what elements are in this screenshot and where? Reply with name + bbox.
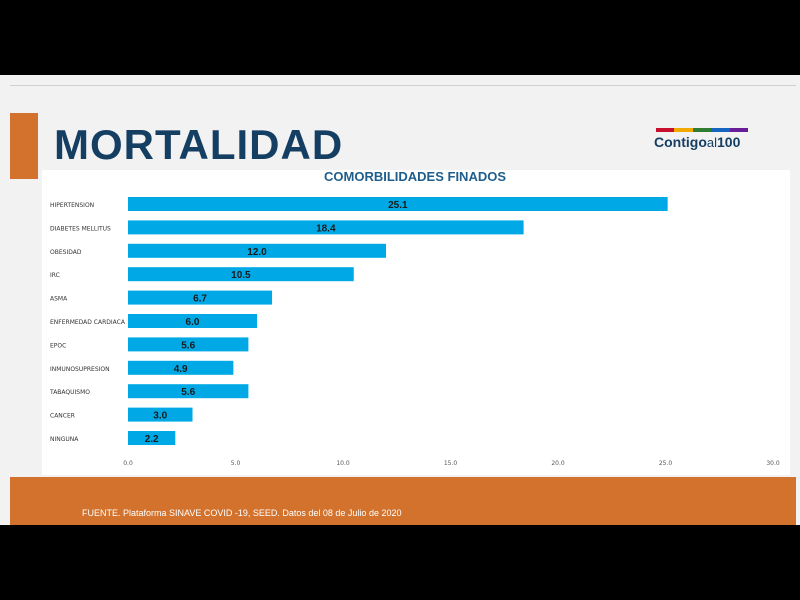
bar-value-label: 6.0: [186, 317, 200, 328]
slide: MORTALIDAD Contigoal100 COMORBILIDADES F…: [0, 75, 800, 525]
bar-value-label: 10.5: [231, 270, 251, 281]
category-label: EPOC: [50, 342, 66, 349]
bar: [128, 314, 257, 328]
bar: [128, 197, 668, 211]
logo-bar-5: [729, 128, 749, 132]
x-tick-label: 20.0: [551, 460, 565, 467]
category-label: NINGUNA: [50, 436, 79, 443]
logo-bar-1: [656, 128, 675, 132]
category-label: INMUNOSUPRESION: [50, 366, 110, 373]
logo-main: Contigo: [654, 134, 707, 150]
logo-bar-2: [674, 128, 693, 132]
category-label: OBESIDAD: [50, 249, 82, 256]
footer-bar: FUENTE. Plataforma SINAVE COVID -19, SEE…: [10, 477, 796, 525]
x-tick-label: 0.0: [123, 460, 133, 467]
bar-value-label: 18.4: [316, 223, 336, 234]
logo-text: Contigoal100: [654, 134, 740, 150]
bar: [128, 267, 354, 282]
category-label: TABAQUISMO: [49, 389, 90, 396]
bar: [128, 290, 273, 305]
logo-bar-3: [692, 128, 712, 132]
logo-bar-4: [711, 128, 730, 132]
bar-value-label: 4.9: [174, 364, 188, 375]
category-label: DIABETES MELLITUS: [50, 225, 111, 232]
bar: [128, 360, 234, 375]
bar: [128, 337, 249, 352]
page-title: MORTALIDAD: [54, 121, 344, 168]
bar-value-label: 5.6: [181, 387, 195, 398]
x-tick-label: 10.0: [336, 460, 350, 467]
bar: [128, 220, 524, 235]
bar-value-label: 25.1: [388, 200, 408, 211]
x-tick-label: 5.0: [231, 460, 241, 467]
category-label: ASMA: [50, 296, 68, 303]
source-note: FUENTE. Plataforma SINAVE COVID -19, SEE…: [82, 508, 402, 518]
x-tick-label: 15.0: [444, 460, 458, 467]
top-divider: [10, 85, 796, 86]
bar-chart: COMORBILIDADES FINADOS HIPERTENSION 25.1 DI…: [49, 170, 780, 467]
category-label: HIPERTENSION: [50, 202, 94, 209]
x-tick-label: 30.0: [766, 460, 780, 467]
bar-value-label: 3.0: [153, 411, 167, 422]
contigo-al-100-logo: Contigoal100: [654, 125, 754, 155]
x-tick-label: 25.0: [659, 460, 673, 467]
category-label: ENFERMEDAD CARDIACA: [50, 319, 126, 326]
logo-color-bars: [656, 128, 749, 132]
bar-value-label: 12.0: [247, 247, 267, 258]
chart-panel: COMORBILIDADES FINADOS HIPERTENSION 25.1 DI…: [42, 170, 790, 475]
bar: [128, 384, 249, 399]
bar-value-label: 2.2: [145, 434, 159, 445]
bar: [128, 431, 176, 445]
bar-value-label: 6.7: [193, 294, 207, 305]
bar-value-label: 5.6: [181, 340, 195, 351]
bar: [128, 243, 386, 258]
chart-title: COMORBILIDADES FINADOS: [324, 170, 506, 184]
title-accent-bar: [10, 113, 38, 179]
category-label: IRC: [50, 272, 60, 279]
bar: [128, 407, 193, 422]
category-label: CANCER: [50, 413, 75, 420]
logo-small: al: [706, 135, 717, 150]
logo-num: 100: [717, 134, 741, 150]
